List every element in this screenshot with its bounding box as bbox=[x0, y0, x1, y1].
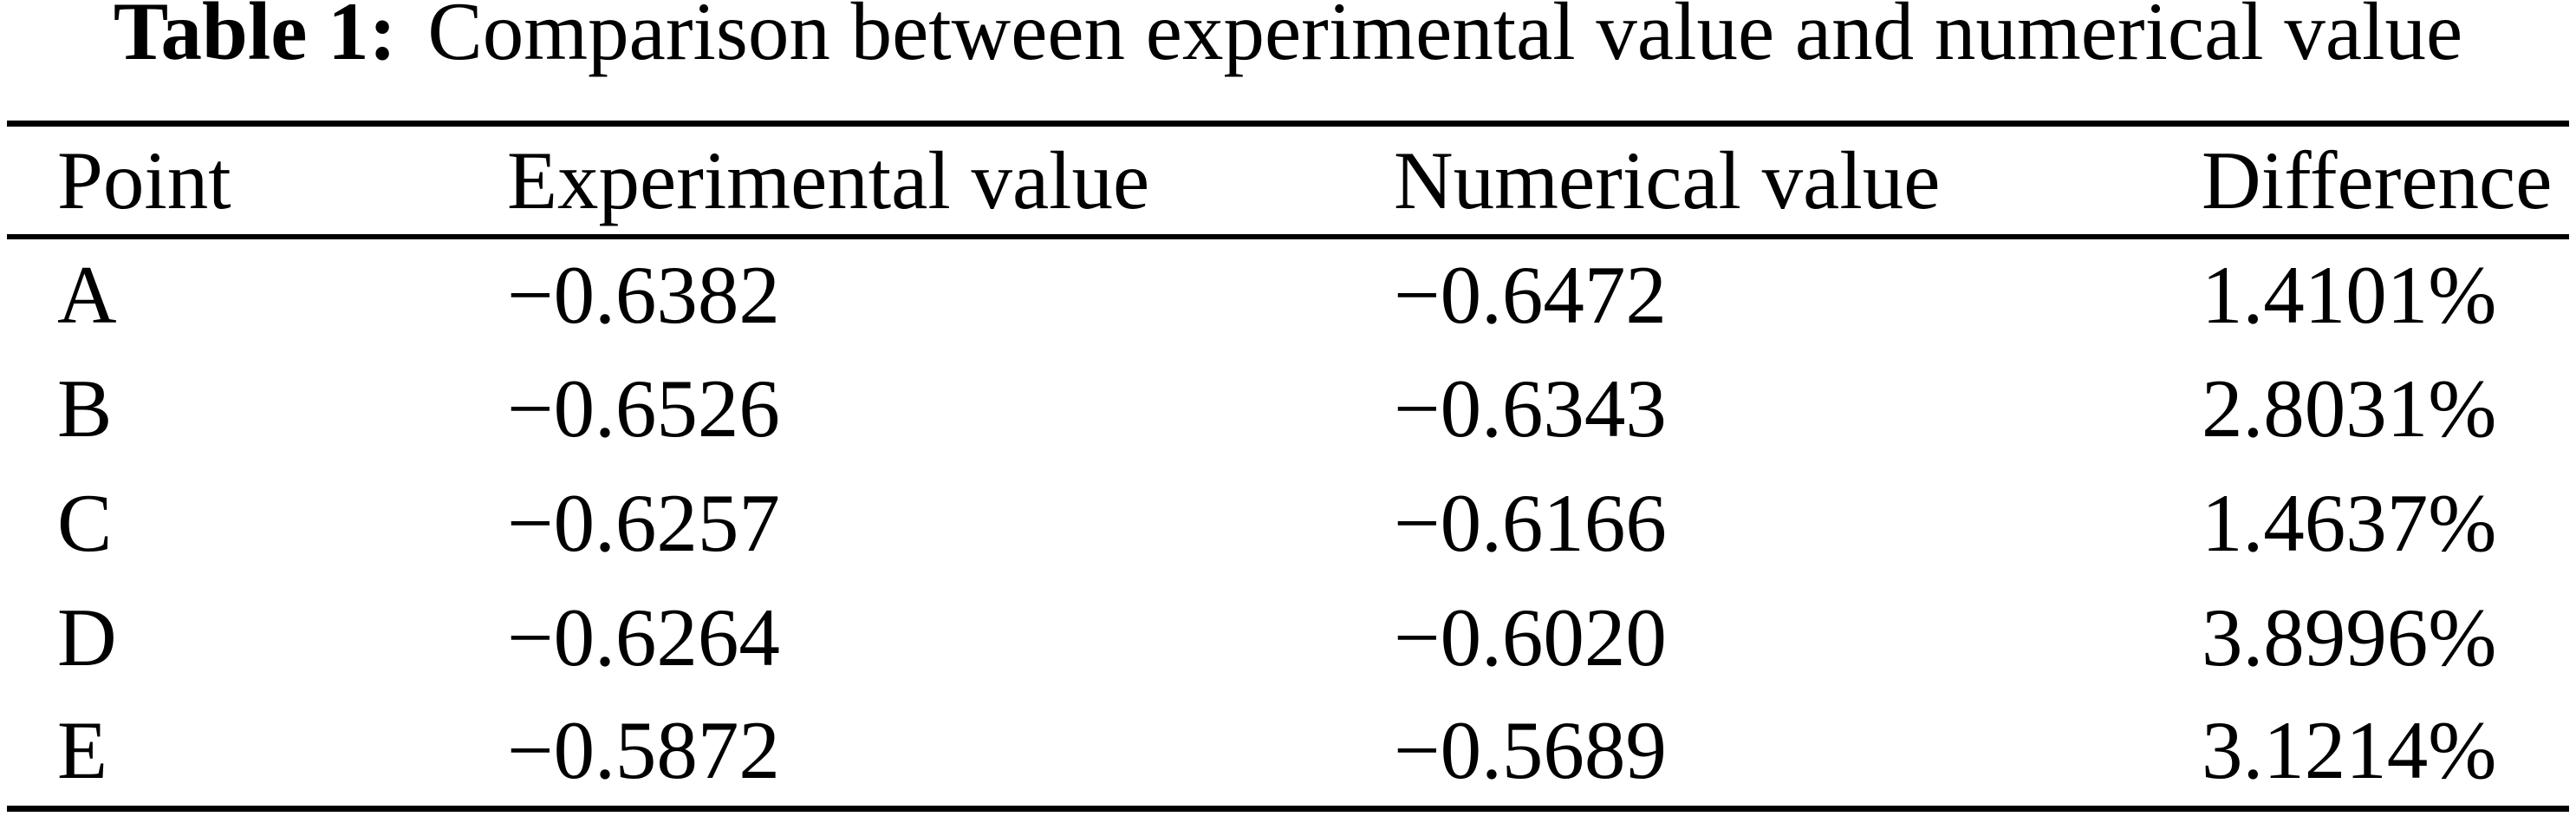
column-header-experimental: Experimental value bbox=[507, 134, 1150, 226]
comparison-table: Point Experimental value Numerical value… bbox=[7, 121, 2569, 812]
cell-experimental: −0.5872 bbox=[507, 703, 780, 796]
cell-experimental: −0.6526 bbox=[507, 362, 780, 454]
column-header-point: Point bbox=[57, 134, 231, 226]
cell-numerical: −0.6472 bbox=[1394, 249, 1667, 341]
header-row: Point Experimental value Numerical value… bbox=[7, 124, 2569, 237]
table-caption: Table 1: Comparison between experimental … bbox=[0, 0, 2576, 73]
cell-difference: 2.8031% bbox=[2202, 362, 2497, 454]
cell-difference: 3.8996% bbox=[2202, 591, 2497, 683]
cell-difference: 1.4101% bbox=[2202, 249, 2497, 341]
cell-numerical: −0.5689 bbox=[1394, 703, 1667, 796]
cell-numerical: −0.6020 bbox=[1394, 591, 1667, 683]
caption-text: Comparison between experimental value an… bbox=[427, 0, 2463, 77]
cell-experimental: −0.6257 bbox=[507, 476, 780, 569]
cell-difference: 3.1214% bbox=[2202, 703, 2497, 796]
table-row: C −0.6257 −0.6166 1.4637% bbox=[7, 466, 2569, 580]
cell-experimental: −0.6264 bbox=[507, 591, 780, 683]
table-row: A −0.6382 −0.6472 1.4101% bbox=[7, 237, 2569, 351]
table-body: A −0.6382 −0.6472 1.4101% B −0.6526 −0.6… bbox=[7, 237, 2569, 809]
column-header-numerical: Numerical value bbox=[1394, 134, 1941, 226]
cell-point: B bbox=[57, 362, 113, 454]
table-row: E −0.5872 −0.5689 3.1214% bbox=[7, 695, 2569, 809]
cell-numerical: −0.6343 bbox=[1394, 362, 1667, 454]
cell-experimental: −0.6382 bbox=[507, 249, 780, 341]
table-header: Point Experimental value Numerical value… bbox=[7, 124, 2569, 237]
cell-point: E bbox=[57, 703, 108, 796]
caption-label: Table 1: bbox=[113, 0, 397, 77]
cell-point: A bbox=[57, 249, 117, 341]
cell-point: D bbox=[57, 591, 117, 683]
cell-difference: 1.4637% bbox=[2202, 476, 2497, 569]
table-row: B −0.6526 −0.6343 2.8031% bbox=[7, 351, 2569, 466]
column-header-difference: Difference bbox=[2202, 134, 2553, 226]
cell-point: C bbox=[57, 476, 113, 569]
table-row: D −0.6264 −0.6020 3.8996% bbox=[7, 580, 2569, 695]
cell-numerical: −0.6166 bbox=[1394, 476, 1667, 569]
